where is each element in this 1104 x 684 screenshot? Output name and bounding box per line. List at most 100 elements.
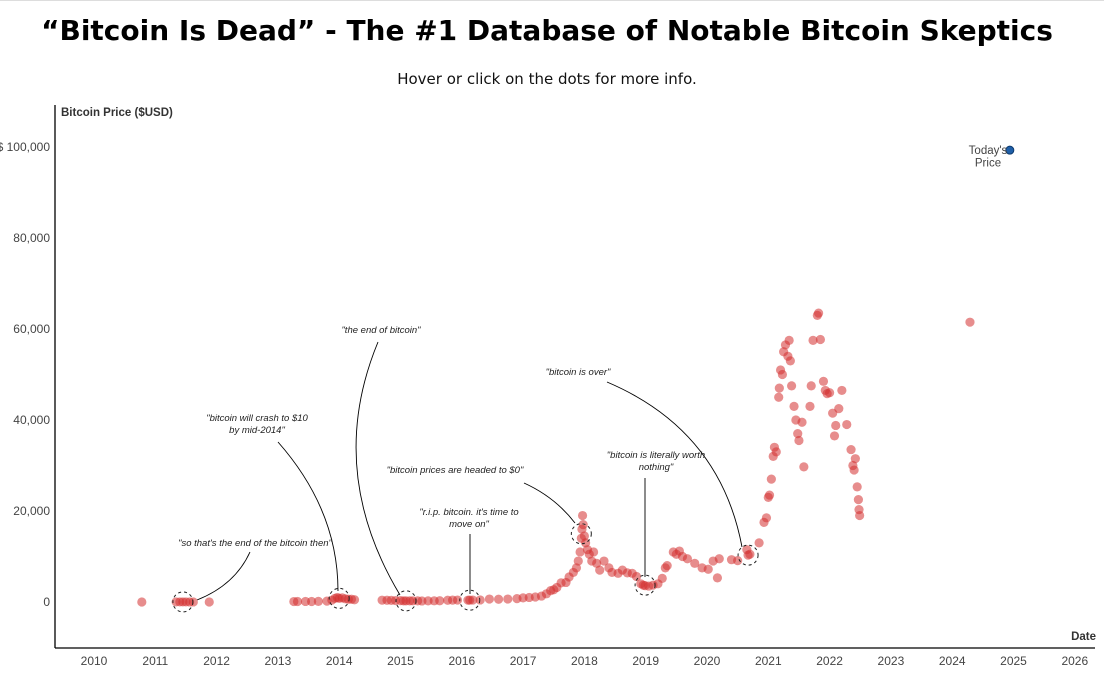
data-point[interactable] [703,564,713,574]
y-tick-label: 40,000 [13,413,50,427]
data-point[interactable] [965,317,975,327]
annotation-quote: "bitcoin is literally worth [607,450,705,461]
data-point[interactable] [849,465,859,475]
data-point[interactable] [579,531,590,541]
y-tick-label: 0 [43,595,50,609]
data-point[interactable] [745,549,755,559]
today-price-label: Today's [969,145,1008,157]
data-point[interactable] [761,513,772,523]
data-point[interactable] [468,595,478,605]
data-point[interactable] [595,565,605,575]
data-point[interactable] [789,401,799,411]
annotation-quote: by mid-2014" [229,425,285,436]
data-point[interactable] [853,495,864,505]
data-point[interactable] [764,490,775,500]
annotation-highlight-circle[interactable] [172,591,194,613]
x-axis-label: Date [1071,631,1096,643]
data-point[interactable] [797,417,807,427]
data-point[interactable] [682,554,692,564]
data-point[interactable] [855,510,865,521]
annotation-quote: "bitcoin is over" [546,367,611,378]
x-tick-label: 2013 [265,654,292,668]
annotation-highlight-circle[interactable] [328,587,350,609]
data-point[interactable] [846,444,856,455]
data-point[interactable] [714,554,724,564]
annotation-highlight-circle[interactable] [737,544,759,566]
data-point[interactable] [662,561,672,571]
data-point[interactable] [307,596,317,607]
annotation-highlight-circle[interactable] [570,523,592,545]
data-point[interactable] [793,429,803,439]
data-point[interactable] [577,510,588,521]
data-point[interactable] [829,431,840,441]
data-point[interactable] [831,420,841,431]
data-point[interactable] [774,383,784,393]
data-point[interactable] [805,401,815,411]
data-point[interactable] [852,482,862,492]
data-point[interactable] [292,596,303,607]
annotation-leader-line [355,341,401,596]
x-tick-label: 2019 [632,654,659,668]
data-point[interactable] [435,596,445,606]
x-tick-label: 2026 [1061,654,1088,668]
data-point[interactable] [204,597,214,607]
x-tick-label: 2022 [816,654,843,668]
x-tick-label: 2024 [939,654,966,668]
data-point[interactable] [573,556,583,566]
data-point[interactable] [712,573,723,583]
data-point[interactable] [484,594,494,604]
y-tick-label: 80,000 [13,231,50,245]
data-point[interactable] [575,547,585,557]
x-tick-label: 2011 [142,654,168,668]
data-point[interactable] [733,555,743,566]
annotation-highlight-circle[interactable] [395,590,417,612]
data-point[interactable] [578,520,588,530]
data-point[interactable] [349,595,360,605]
page-subtitle: Hover or click on the dots for more info… [397,70,697,88]
annotation-highlight-circle[interactable] [459,589,481,611]
x-tick-label: 2012 [203,654,230,668]
data-point[interactable] [503,594,513,604]
annotation-leader-line [196,551,251,601]
data-point[interactable] [815,334,826,345]
data-point[interactable] [784,335,794,345]
data-point[interactable] [777,369,787,380]
data-point[interactable] [631,571,642,582]
data-point[interactable] [818,376,829,386]
data-point[interactable] [794,435,804,446]
annotation-leader-line [606,381,743,548]
x-tick-label: 2020 [694,654,721,668]
data-point[interactable] [850,454,860,464]
today-price-label: Price [975,158,1001,170]
data-point[interactable] [825,388,835,398]
data-point[interactable] [774,392,784,402]
annotation-leader-line [277,441,339,592]
data-point[interactable] [813,308,824,318]
data-point[interactable] [588,547,599,557]
data-point[interactable] [806,381,816,391]
data-point[interactable] [837,385,847,396]
data-point[interactable] [799,462,809,472]
data-point[interactable] [766,474,776,484]
data-point[interactable] [657,573,667,583]
annotation-quote: nothing" [639,462,674,473]
data-point[interactable] [493,594,504,604]
data-point[interactable] [785,356,795,366]
data-point[interactable] [690,558,700,568]
today-price-point[interactable] [1005,145,1015,155]
data-point[interactable] [834,404,844,414]
data-point[interactable] [786,381,797,391]
annotation-highlight-circle[interactable] [634,574,656,596]
data-point[interactable] [137,597,147,607]
data-point[interactable] [599,556,609,566]
x-tick-label: 2014 [326,654,353,668]
data-point[interactable] [842,419,852,430]
annotation-quote: "bitcoin prices are headed to $0" [387,465,524,476]
annotation-quote: "so that's the end of the bitcoin then" [178,538,332,549]
data-point[interactable] [313,596,323,607]
data-point[interactable] [771,447,781,457]
annotation-quote: "r.i.p. bitcoin. it's time to [419,507,518,518]
data-point[interactable] [754,538,764,548]
data-point[interactable] [808,335,818,345]
data-point[interactable] [452,595,463,605]
